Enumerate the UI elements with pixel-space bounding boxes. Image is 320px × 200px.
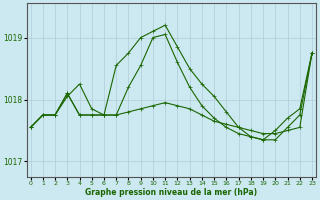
X-axis label: Graphe pression niveau de la mer (hPa): Graphe pression niveau de la mer (hPa) [85,188,257,197]
